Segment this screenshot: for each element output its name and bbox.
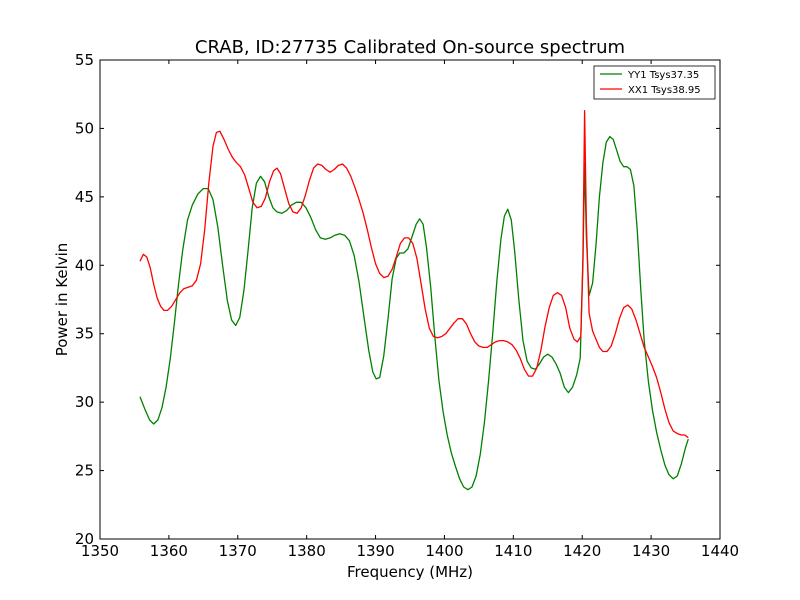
- chart-title: CRAB, ID:27735 Calibrated On-source spec…: [195, 37, 625, 58]
- legend-label-xx1: XX1 Tsys38.95: [628, 85, 701, 96]
- plot-area: [100, 60, 720, 539]
- y-tick-label: 20: [75, 530, 94, 548]
- y-tick-label: 55: [75, 51, 94, 69]
- y-axis-label: Power in Kelvin: [53, 243, 71, 357]
- x-tick-label: 1430: [632, 542, 670, 560]
- plot-frame: [99, 59, 721, 540]
- legend-box: [593, 65, 716, 100]
- x-tick-label: 1350: [81, 542, 119, 560]
- series-layer: [139, 109, 689, 491]
- y-tick-label: 35: [75, 325, 94, 343]
- y-tick-label: 45: [75, 188, 94, 206]
- x-tick-label: 1360: [150, 542, 188, 560]
- x-tick-label: 1390: [356, 542, 394, 560]
- x-axis-label: Frequency (MHz): [347, 563, 473, 581]
- legend: YY1 Tsys37.35 XX1 Tsys38.95: [593, 65, 716, 100]
- y-tick-label: 40: [75, 256, 94, 274]
- x-tick-label: 1380: [288, 542, 326, 560]
- ticks-layer: 1350 1360 1370 1380 1390 1400 1410 1420 1430 1440…: [75, 51, 739, 560]
- x-tick-label: 1420: [563, 542, 601, 560]
- series-line-xx1: [139, 109, 689, 439]
- x-tick-label: 1400: [425, 542, 463, 560]
- y-tick-label: 30: [75, 393, 94, 411]
- y-tick-label: 25: [75, 462, 94, 480]
- x-tick-label: 1370: [219, 542, 257, 560]
- x-tick-label: 1440: [701, 542, 739, 560]
- x-tick-label: 1410: [494, 542, 532, 560]
- legend-label-yy1: YY1 Tsys37.35: [627, 70, 699, 81]
- y-tick-label: 50: [75, 119, 94, 137]
